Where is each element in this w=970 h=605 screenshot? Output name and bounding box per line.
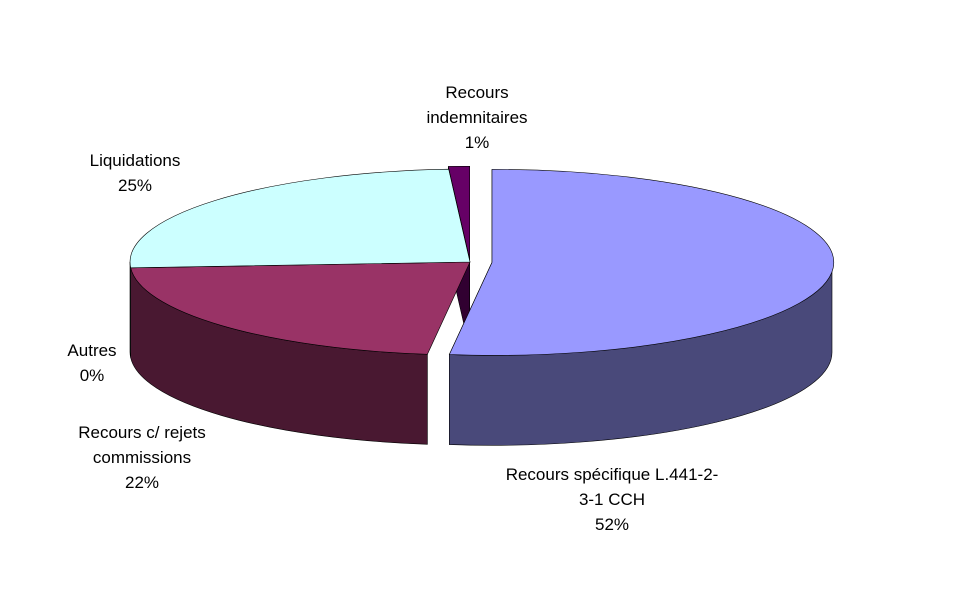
percent-label: 52%: [594, 515, 630, 534]
slice-label: Recours indemnitaires 1%: [402, 80, 552, 155]
percent-label: 0%: [79, 366, 105, 385]
category-name: Recours indemnitaires: [426, 83, 528, 127]
category-name: Recours spécifique L.441-2-3-1 CCH: [505, 465, 719, 509]
percent-label: 25%: [117, 176, 153, 195]
percent-label: 22%: [124, 473, 160, 492]
slice-label: Autres 0%: [47, 338, 137, 388]
category-name: Recours c/ rejets commissions: [78, 423, 206, 467]
category-name: Autres: [67, 341, 117, 360]
percent-label: 1%: [464, 133, 490, 152]
slice-label: Recours spécifique L.441-2-3-1 CCH 52%: [502, 462, 722, 537]
slice-label: Liquidations 25%: [60, 148, 210, 198]
slice: [129, 168, 471, 269]
slice: [130, 261, 471, 355]
slice: [447, 165, 470, 260]
slice-label: Recours c/ rejets commissions 22%: [47, 420, 237, 495]
slice: [448, 169, 835, 356]
category-name: Liquidations: [89, 151, 181, 170]
